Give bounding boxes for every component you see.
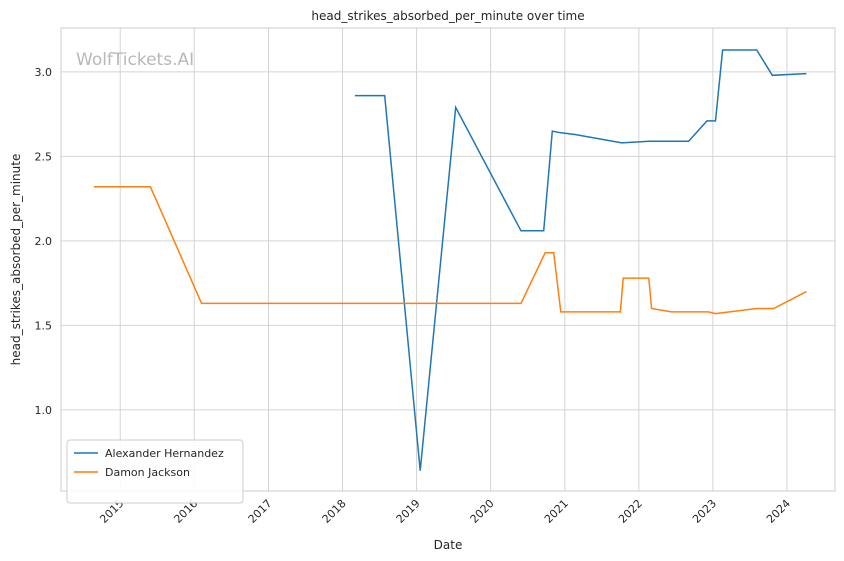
x-axis-title: Date xyxy=(434,538,463,552)
y-tick-label: 3.0 xyxy=(35,66,53,79)
y-tick-label: 2.0 xyxy=(35,235,53,248)
y-tick-label: 2.5 xyxy=(35,150,53,163)
legend: Alexander Hernandez Damon Jackson xyxy=(66,439,244,504)
y-axis-title: head_strikes_absorbed_per_minute xyxy=(9,154,23,366)
legend-box xyxy=(66,439,244,504)
series-lines xyxy=(93,49,807,471)
legend-label: Damon Jackson xyxy=(105,466,190,479)
series-line-1 xyxy=(354,49,807,471)
y-tick-label: 1.0 xyxy=(35,404,53,417)
legend-label: Alexander Hernandez xyxy=(105,447,224,460)
watermark-text: WolfTickets.AI xyxy=(76,50,194,70)
series-line-2 xyxy=(93,186,807,315)
gridlines xyxy=(61,28,835,491)
y-tick-label: 1.5 xyxy=(35,319,53,332)
plot-area xyxy=(60,27,836,492)
chart-title: head_strikes_absorbed_per_minute over ti… xyxy=(311,9,584,23)
